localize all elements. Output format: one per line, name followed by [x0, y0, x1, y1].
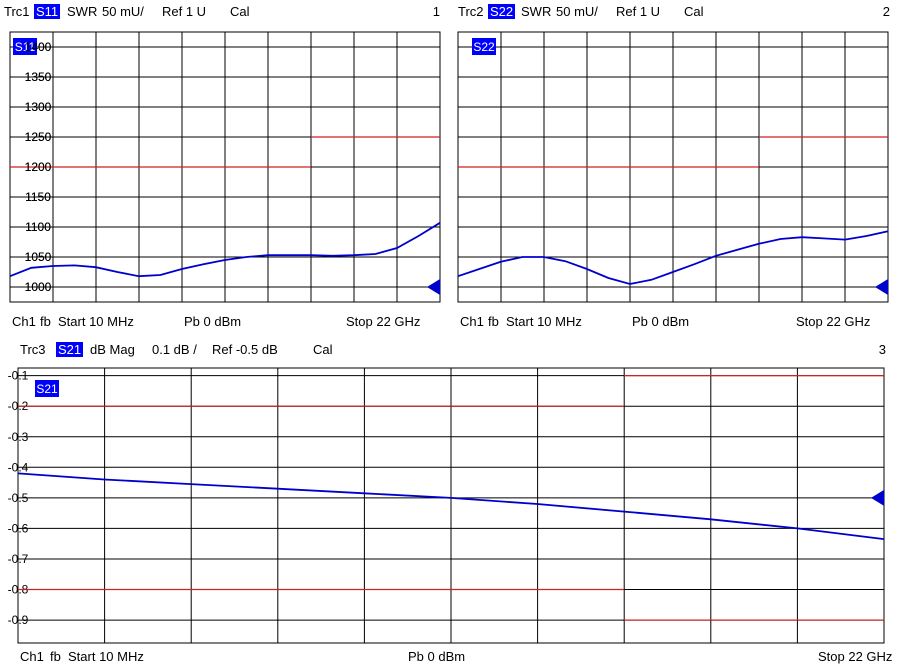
channel-label[interactable]: Ch1 [460, 314, 484, 329]
trace-tag-bg [35, 380, 59, 397]
scale-label[interactable]: 50 mU/ [556, 4, 598, 19]
param-tag[interactable]: S11 [34, 4, 61, 19]
trace-tag-label: S22 [473, 40, 495, 54]
ref-level-triangle-icon [871, 489, 884, 506]
y-tick-label: 1150 [25, 190, 51, 204]
stop-label[interactable]: Stop 22 GHz [346, 314, 421, 329]
y-tick-label: -0.9 [8, 613, 29, 627]
fb-label: fb [488, 314, 499, 329]
cal-label[interactable]: Cal [313, 342, 333, 357]
channel-label[interactable]: Ch1 [20, 649, 44, 664]
y-tick-label: 1000 [25, 280, 52, 294]
panel-number: 3 [878, 342, 886, 357]
param-tag[interactable]: S21 [56, 342, 84, 357]
y-tick-label: 1300 [25, 100, 52, 114]
trace-tag-label: S21 [36, 382, 58, 396]
trace-tag-bg [13, 38, 37, 55]
trace-tag: S22 [472, 38, 496, 55]
trace-tag-label: S11 [15, 40, 36, 54]
format-label[interactable]: SWR [521, 4, 552, 19]
y-tick-label: -0.5 [8, 491, 29, 505]
y-tick-label: 1250 [25, 130, 52, 144]
stop-label[interactable]: Stop 22 GHz [796, 314, 871, 329]
panel-1-footer: Ch1 fb Start 10 MHz Pb 0 dBm Stop 22 GHz [0, 310, 450, 332]
panel-2-footer: Ch1 fb Start 10 MHz Pb 0 dBm Stop 22 GHz [450, 310, 900, 332]
ref-label[interactable]: Ref 1 U [162, 4, 207, 19]
y-tick-label: -0.1 [8, 369, 29, 383]
y-tick-label: 1300 [25, 100, 52, 114]
chart-2: 1000 1050 1100 1150 1200 1250 1300 1350 1400 S22 [25, 31, 889, 303]
y-tick-label: 1100 [25, 220, 51, 234]
fb-label: fb [40, 314, 51, 329]
panel-2-header: Trc2 S22 SWR 50 mU/ Ref 1 U Cal 2 [450, 0, 900, 22]
power-label[interactable]: Pb 0 dBm [184, 314, 242, 329]
trace-line-s21 [17, 472, 885, 540]
y-tick-label: 1250 [25, 130, 52, 144]
ref-label[interactable]: Ref 1 U [616, 4, 661, 19]
format-label[interactable]: SWR [67, 4, 98, 19]
panel-number: 2 [882, 4, 890, 19]
y-tick-label: 1200 [25, 160, 52, 174]
panel-3-footer: Ch1 fb Start 10 MHz Pb 0 dBm Stop 22 GHz [0, 645, 900, 667]
channel-label[interactable]: Ch1 [12, 314, 36, 329]
stop-label[interactable]: Stop 22 GHz [818, 649, 893, 664]
trace-name[interactable]: Trc2 [458, 4, 484, 19]
y-tick-label: 1050 [25, 250, 52, 264]
cal-label[interactable]: Cal [230, 4, 250, 19]
trace-tag: S11 [13, 38, 37, 55]
power-label[interactable]: Pb 0 dBm [408, 649, 466, 664]
trace-tag: S21 [35, 380, 59, 397]
start-label[interactable]: Start 10 MHz [68, 649, 144, 664]
y-tick-label: 1350 [25, 70, 52, 84]
trace-name[interactable]: Trc3 [20, 342, 46, 357]
panel-3-header: Trc3 S21 dB Mag 0.1 dB / Ref -0.5 dB Cal… [0, 338, 900, 360]
y-tick-label: -0.6 [8, 521, 29, 535]
y-tick-label: 1000 [25, 280, 52, 294]
y-tick-label: 1150 [25, 190, 51, 204]
scale-label[interactable]: 50 mU/ [102, 4, 144, 19]
cal-label[interactable]: Cal [684, 4, 704, 19]
trace-line-s11 [9, 222, 441, 278]
param-tag[interactable]: S22 [488, 4, 516, 19]
trace-name[interactable]: Trc1 [4, 4, 30, 19]
start-label[interactable]: Start 10 MHz [506, 314, 582, 329]
panel-1-header: Trc1 S11 SWR 50 mU/ Ref 1 U Cal 1 [0, 0, 450, 22]
y-tick-label: -0.4 [8, 460, 29, 474]
y-tick-label: 1100 [25, 220, 51, 234]
start-label[interactable]: Start 10 MHz [58, 314, 134, 329]
y-tick-label: 1400 [25, 40, 52, 54]
y-tick-label: 1050 [25, 250, 52, 264]
trace-line-s22 [457, 230, 889, 285]
ref-level-triangle-icon [427, 279, 440, 295]
ref-level-triangle-icon [875, 279, 888, 295]
ref-label[interactable]: Ref -0.5 dB [212, 342, 278, 357]
power-label[interactable]: Pb 0 dBm [632, 314, 690, 329]
panel-number: 1 [432, 4, 440, 19]
y-tick-label: -0.7 [8, 552, 29, 566]
y-tick-label: -0.3 [8, 430, 29, 444]
y-tick-label: 1350 [25, 70, 52, 84]
fb-label: fb [50, 649, 61, 664]
format-label[interactable]: dB Mag [90, 342, 135, 357]
scale-label[interactable]: 0.1 dB / [152, 342, 197, 357]
trace-tag-bg [472, 38, 496, 55]
